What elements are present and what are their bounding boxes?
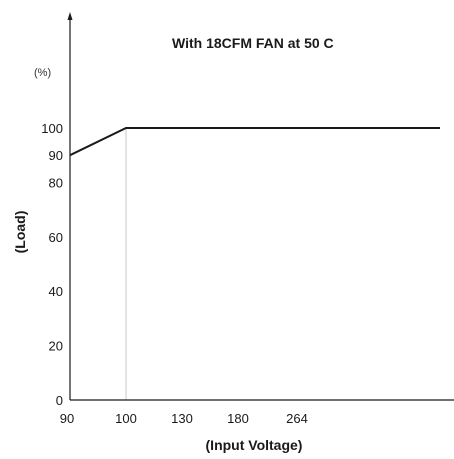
y-tick-label-100: 100 xyxy=(41,121,63,136)
x-tick-label-264: 264 xyxy=(286,411,308,426)
x-axis-label: (Input Voltage) xyxy=(206,437,303,453)
y-tick-label-90: 90 xyxy=(49,148,63,163)
y-tick-label-0: 0 xyxy=(56,393,63,408)
x-tick-label-100: 100 xyxy=(115,411,137,426)
y-tick-label-80: 80 xyxy=(49,175,63,190)
y-axis-label: (Load) xyxy=(12,211,28,254)
y-tick-label-40: 40 xyxy=(49,284,63,299)
axes xyxy=(67,12,454,401)
x-tick-labels: 90 100 130 180 264 xyxy=(60,411,308,426)
series-layer xyxy=(69,127,441,157)
y-tick-labels: 0 20 40 60 80 90 100 xyxy=(41,121,63,408)
x-tick-label-90: 90 xyxy=(60,411,74,426)
y-tick-label-20: 20 xyxy=(49,339,63,354)
x-tick-label-130: 130 xyxy=(171,411,193,426)
y-axis-unit: (%) xyxy=(34,67,51,79)
chart-title: With 18CFM FAN at 50 C xyxy=(172,35,334,51)
x-tick-label-180: 180 xyxy=(227,411,249,426)
y-tick-label-60: 60 xyxy=(49,230,63,245)
y-axis-arrow-icon xyxy=(67,12,73,20)
